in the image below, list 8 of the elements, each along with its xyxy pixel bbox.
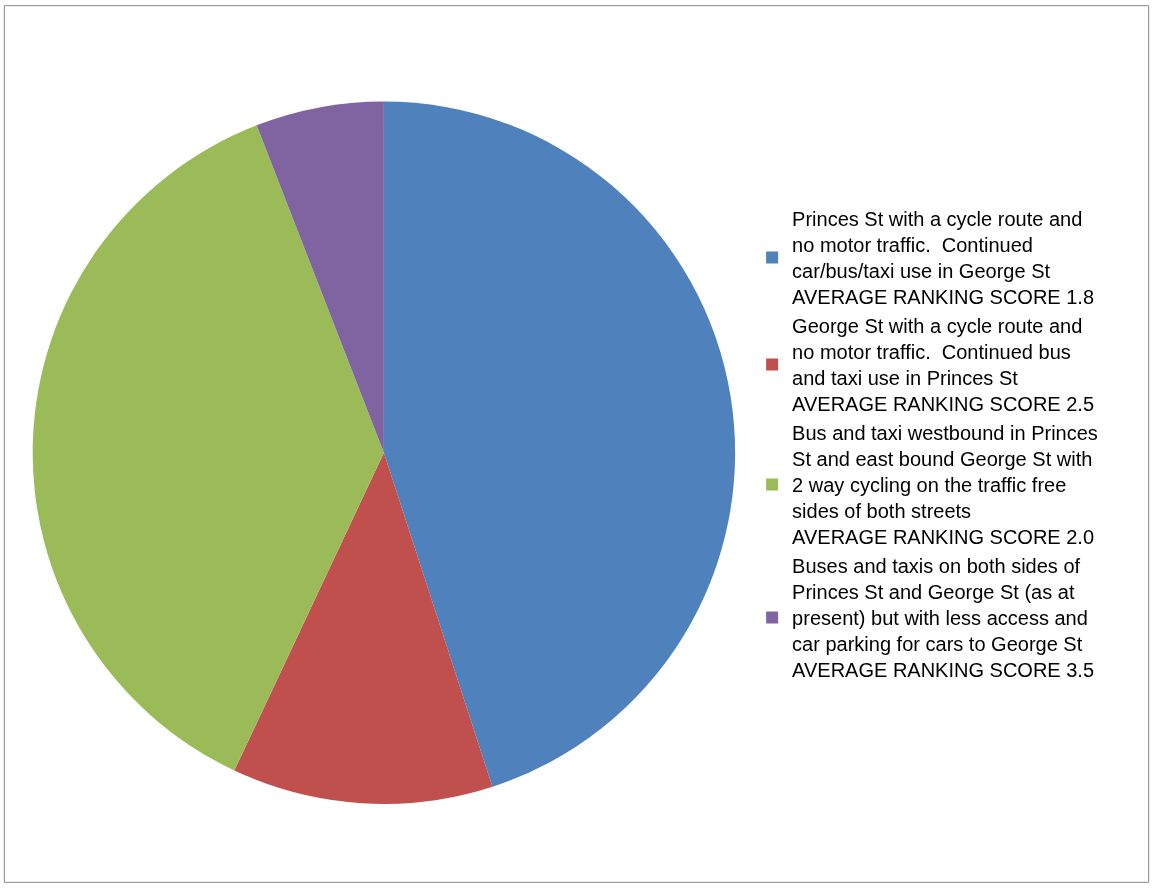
pie-slice — [234, 452, 493, 804]
legend-label: Buses and taxis on both sides of Princes St and George St (as at present) but with less access and car parking for cars to George St AVERAGE RANKING SCORE 3.5 — [792, 555, 1095, 682]
pie-slice — [256, 101, 384, 453]
pie-slice — [383, 101, 735, 787]
pie-slice — [32, 125, 384, 771]
legend-label: Princes St with a cycle route and no motor traffic. Continued car/bus/taxi use in George St AVERAGE RANKING SCORE 1.8 — [792, 208, 1095, 309]
legend-label: Bus and taxi westbound in Princes St and east bound George St with 2 way cycling on the traffic free sides of both streets AVERAGE RANKING SCORE 2.0 — [792, 422, 1098, 549]
legend-label: George St with a cycle route and no motor traffic. Continued bus and taxi use in Princes St AVERAGE RANKING SCORE 2.5 — [792, 315, 1095, 416]
